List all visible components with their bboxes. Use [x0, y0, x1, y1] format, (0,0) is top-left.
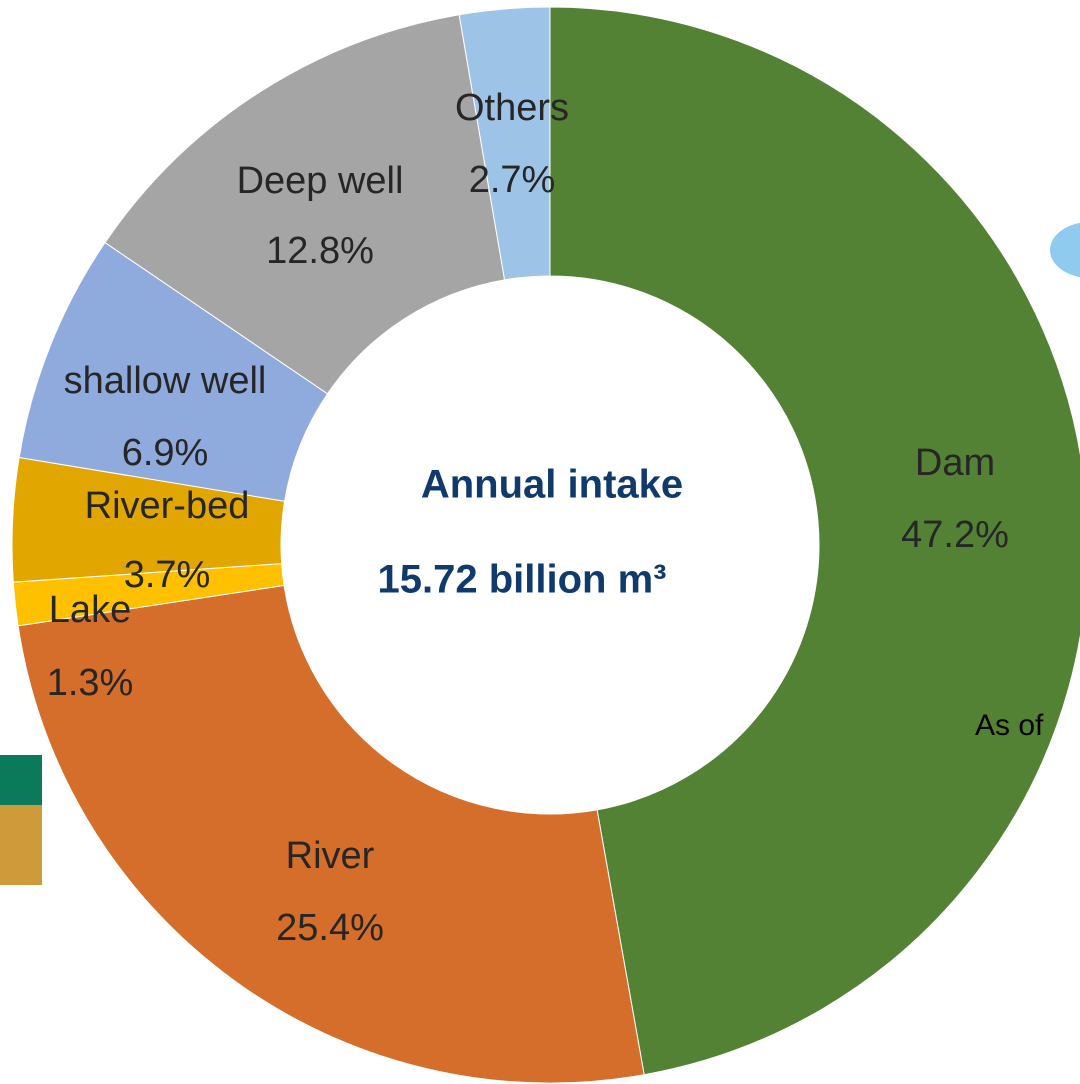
slice-name: River [286, 835, 375, 877]
center-value: 15.72 billion m³ [378, 558, 667, 602]
slice-name: shallow well [64, 360, 267, 402]
slice-name: Deep well [237, 160, 404, 202]
decoration [1050, 222, 1080, 278]
slice-value: 1.3% [47, 662, 134, 704]
slice [104, 14, 506, 395]
slice-name: Others [455, 87, 569, 129]
slice-value: 6.9% [122, 432, 209, 474]
slice-value: 2.7% [469, 159, 556, 201]
slice [549, 6, 1080, 1076]
slice-name: Lake [49, 589, 131, 631]
slice-value: 25.4% [276, 907, 384, 949]
slice [17, 584, 645, 1084]
center-title: Annual intake [421, 463, 683, 507]
slice-value: 12.8% [266, 230, 374, 272]
slice-name: Dam [915, 442, 995, 484]
slice [458, 6, 551, 281]
decoration [0, 755, 42, 805]
note: As of [975, 709, 1044, 742]
slice-value: 47.2% [901, 514, 1009, 556]
decoration [0, 805, 42, 885]
slice-value: 3.7% [124, 554, 211, 596]
slice-name: River-bed [85, 485, 250, 527]
